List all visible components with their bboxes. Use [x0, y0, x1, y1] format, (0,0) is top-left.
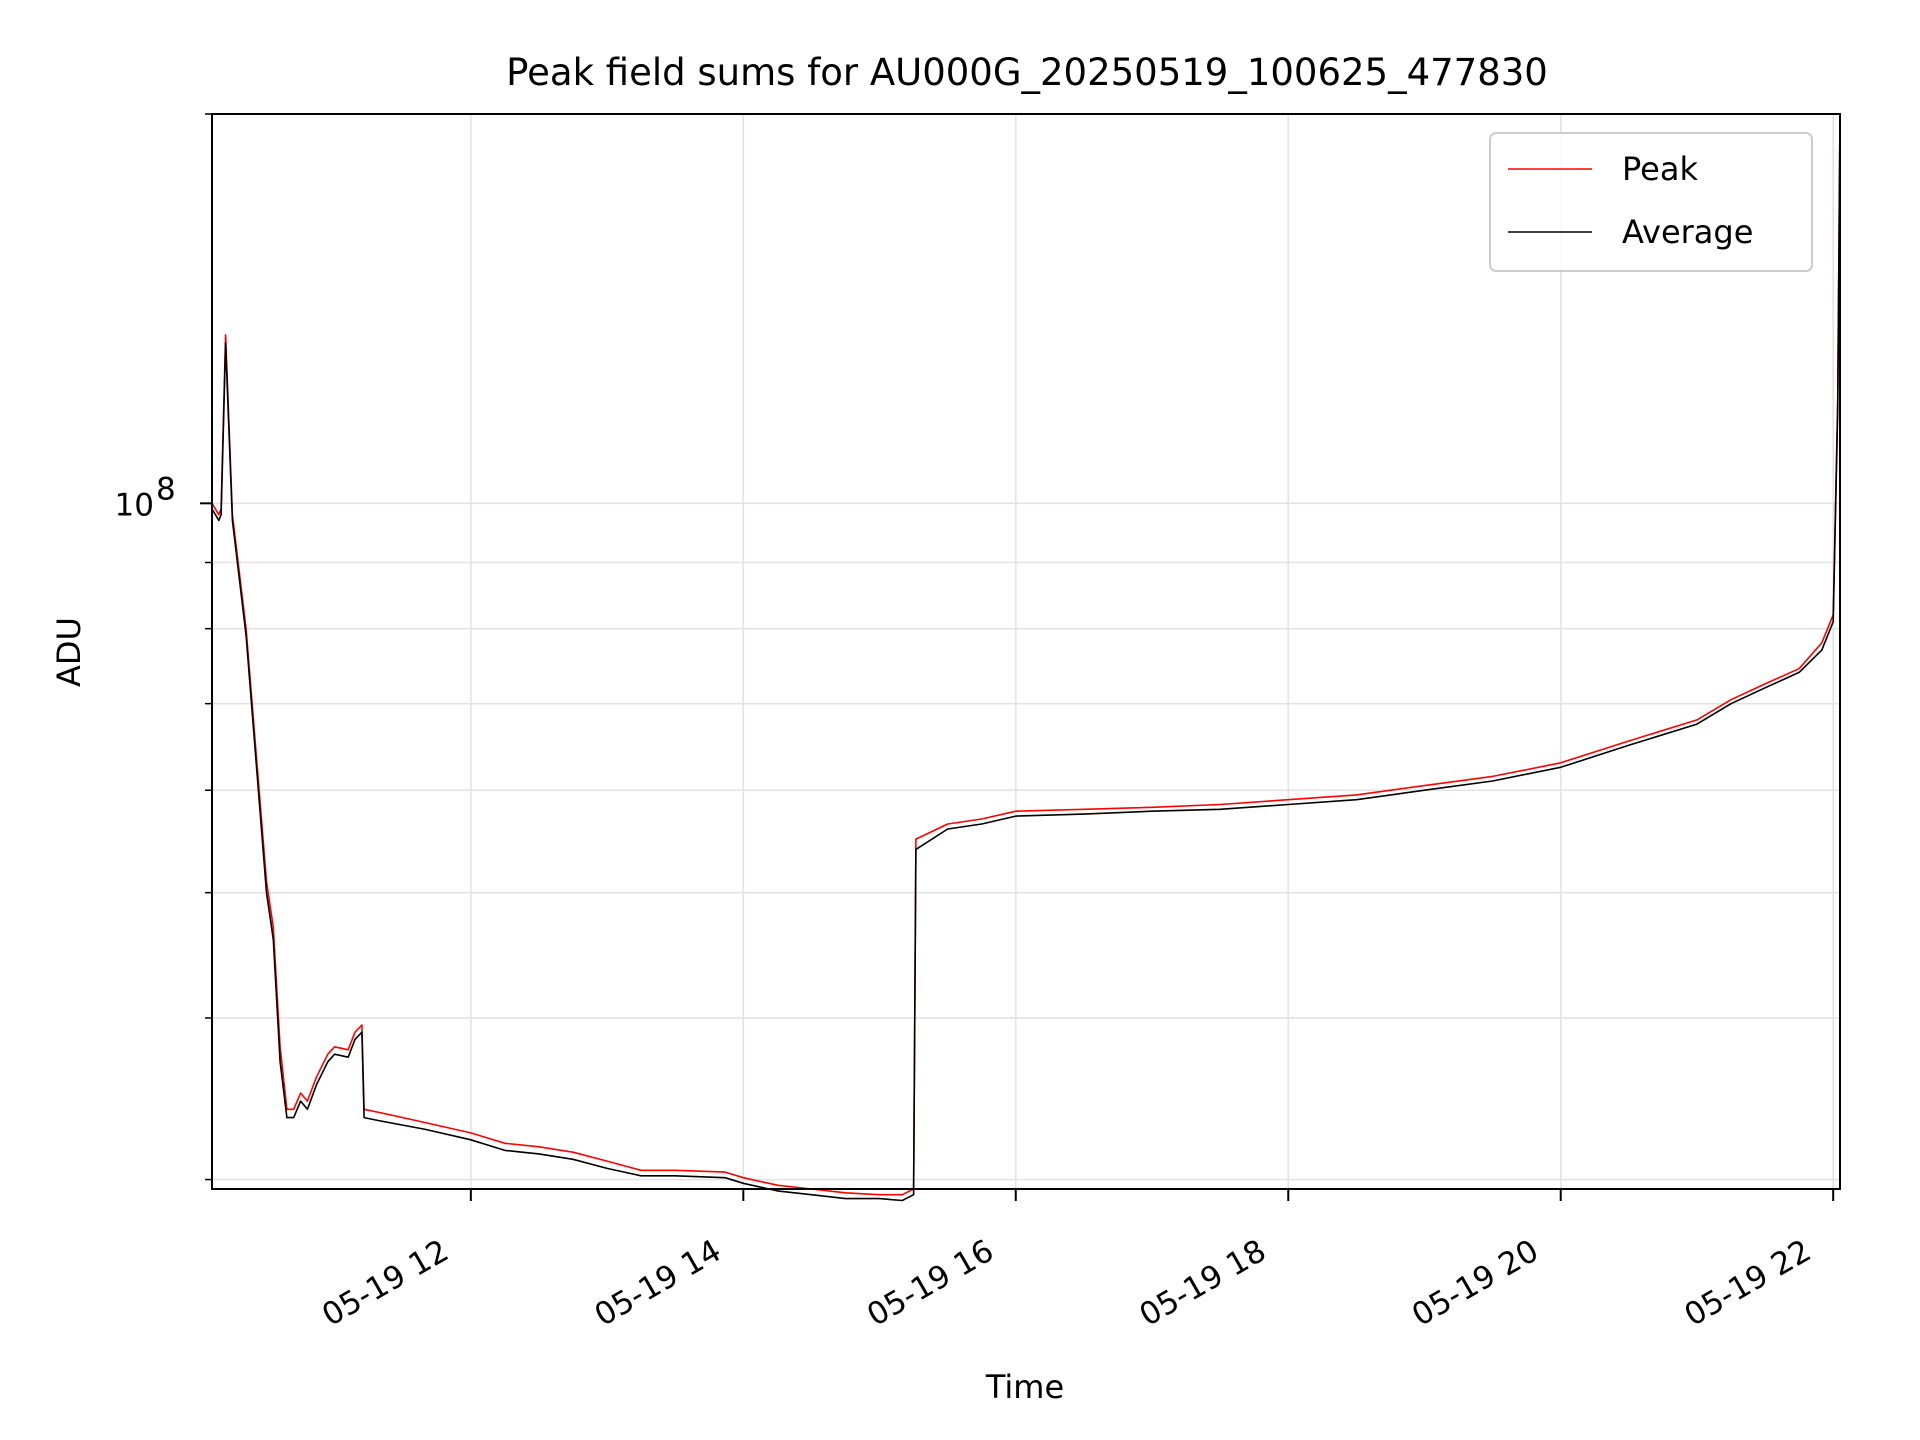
x-tick-label: 05-19 18 — [1134, 1233, 1273, 1334]
y-tick-label: 10 — [115, 487, 154, 523]
legend-box — [1489, 132, 1813, 272]
grid — [212, 113, 1840, 1189]
series-group — [211, 113, 1841, 1202]
series-line-average — [211, 119, 1841, 1202]
series-line-peak — [211, 113, 1841, 1196]
x-tick-label: 05-19 16 — [861, 1233, 1000, 1334]
x-axis-label: Time — [985, 1368, 1064, 1406]
y-tick-exponent: 8 — [156, 471, 176, 507]
legend-label: Peak — [1622, 150, 1698, 188]
x-tick-label: 05-19 22 — [1678, 1233, 1817, 1334]
chart-title: Peak field sums for AU000G_20250519_1006… — [506, 51, 1548, 94]
plot-frame — [211, 113, 1841, 1190]
x-tick-label: 05-19 20 — [1406, 1233, 1545, 1334]
legend: Peak Average — [1489, 132, 1813, 272]
y-axis-label: ADU — [50, 617, 88, 687]
x-tick-label: 05-19 14 — [589, 1233, 728, 1334]
x-tick-label: 05-19 12 — [316, 1233, 455, 1334]
legend-label: Average — [1622, 213, 1753, 251]
axes: 05-19 12 05-19 14 05-19 16 05-19 18 05-19 20… — [115, 113, 1835, 1334]
